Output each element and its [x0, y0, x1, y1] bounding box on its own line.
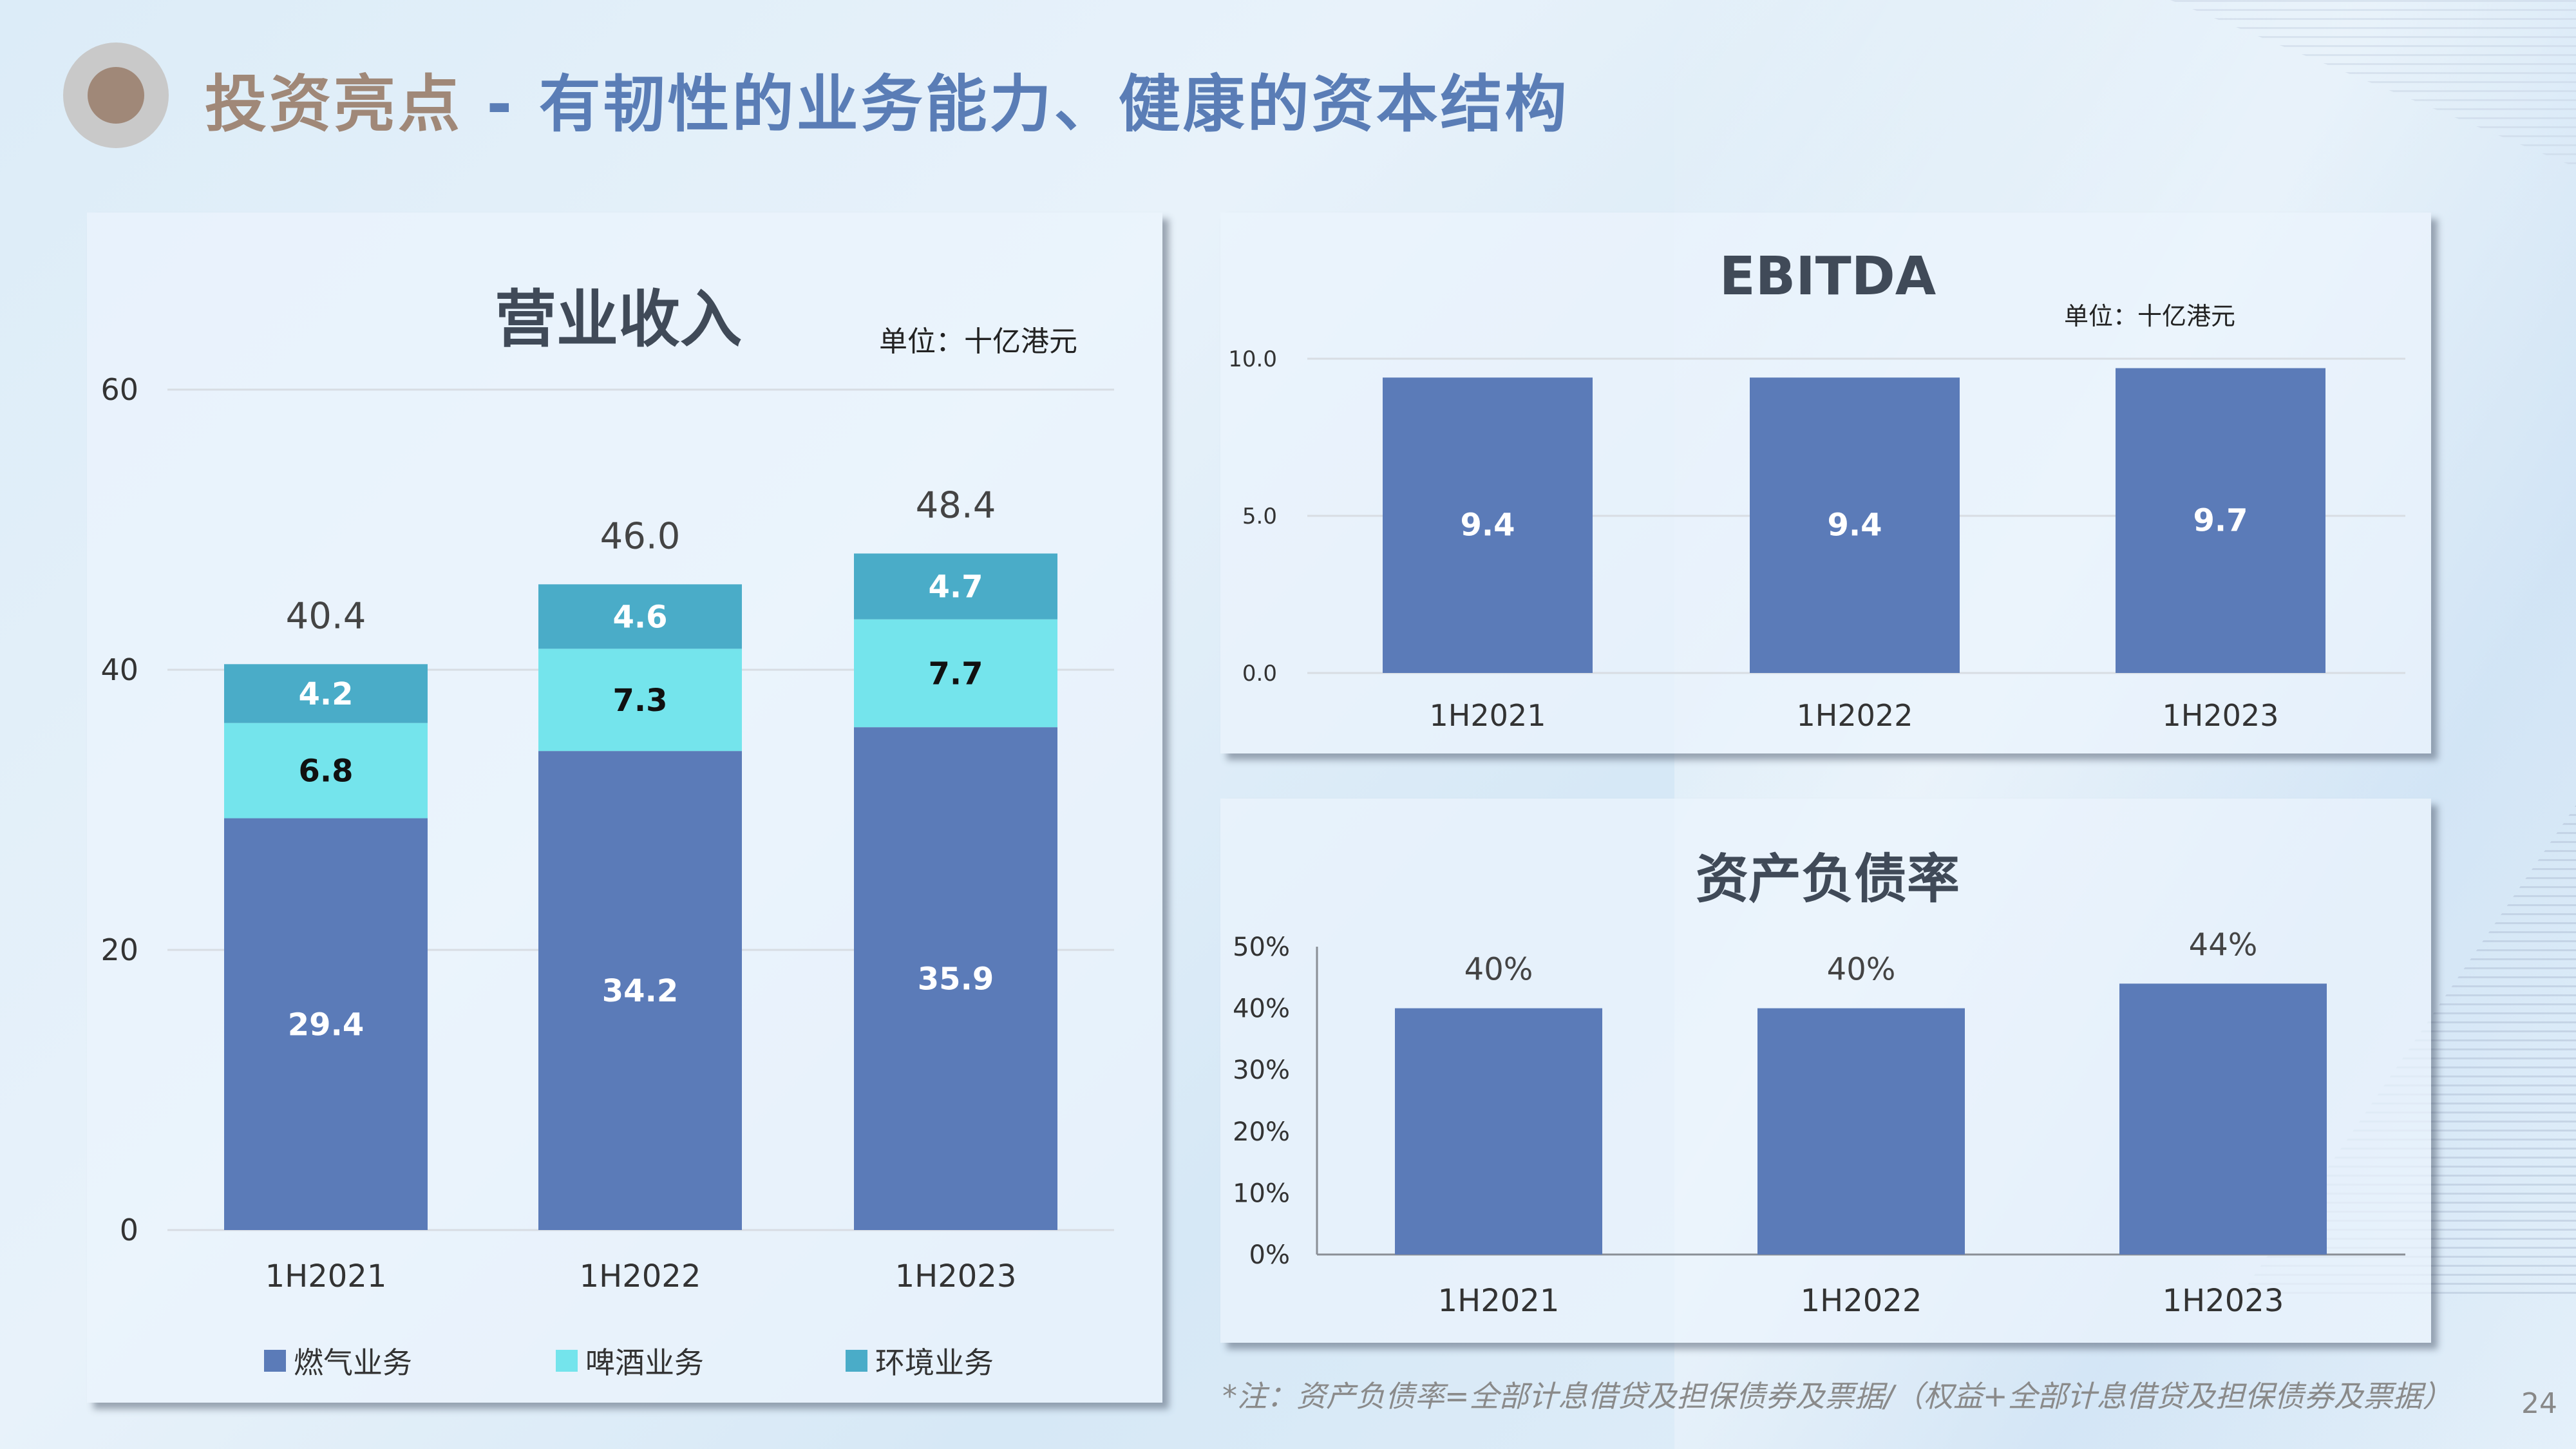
debt-ratio-y-tick: 40%: [1233, 994, 1290, 1024]
ebitda-chart-title: EBITDA: [1719, 246, 1937, 307]
revenue-bar-segment: [538, 751, 742, 1230]
revenue-data-label: 7.3: [612, 683, 667, 719]
revenue-unit-label: 单位：十亿港元: [879, 325, 1077, 358]
page-title-rest: - 有韧性的业务能力、健康的资本结构: [462, 68, 1569, 140]
ebitda-data-label: 9.7: [2193, 502, 2248, 538]
ebitda-bar: [1383, 377, 1593, 673]
revenue-bar-segment: [854, 553, 1057, 620]
debt-ratio-chart-title: 资产负债率: [1695, 849, 1960, 910]
page-title: 投资亮点 - 有韧性的业务能力、健康的资本结构: [205, 54, 1569, 144]
revenue-total-label: 46.0: [600, 515, 681, 557]
page-number: 24: [2521, 1387, 2557, 1420]
revenue-bar-segment: [538, 649, 742, 752]
ebitda-y-tick: 0.0: [1242, 661, 1277, 687]
revenue-data-label: 4.7: [928, 569, 983, 605]
debt-ratio-y-tick: 0%: [1249, 1240, 1290, 1270]
debt-ratio-x-tick: 1H2022: [1801, 1283, 1922, 1319]
debt-ratio-bar: [1395, 1008, 1602, 1255]
debt-ratio-y-tick: 50%: [1233, 933, 1290, 962]
revenue-data-label: 4.2: [298, 676, 353, 712]
revenue-x-tick: 1H2023: [895, 1258, 1017, 1294]
revenue-bar-segment: [538, 584, 742, 649]
legend-swatch-env: [846, 1350, 867, 1372]
revenue-bar-segment: [224, 723, 428, 819]
debt-ratio-y-tick: 10%: [1233, 1179, 1290, 1208]
legend-label-gas: 燃气业务: [294, 1345, 412, 1380]
revenue-data-label: 34.2: [602, 973, 678, 1009]
revenue-y-tick: 40: [100, 652, 138, 687]
revenue-y-tick: 20: [100, 933, 138, 967]
debt-ratio-y-tick: 30%: [1233, 1056, 1290, 1085]
revenue-total-label: 40.4: [286, 595, 366, 637]
page-title-highlight: 投资亮点: [205, 68, 462, 140]
ebitda-bar: [2116, 368, 2325, 673]
ebitda-bar: [1750, 377, 1960, 673]
legend-swatch-beer: [556, 1350, 578, 1372]
revenue-bar-segment: [224, 664, 428, 723]
debt-ratio-bar: [2119, 983, 2327, 1255]
revenue-legend: 燃气业务 啤酒业务 环境业务: [264, 1340, 1101, 1380]
legend-item-env: 环境业务: [846, 1340, 994, 1382]
revenue-x-tick: 1H2022: [580, 1258, 701, 1294]
revenue-data-label: 4.6: [612, 599, 667, 635]
logo-dot-icon: [88, 67, 144, 124]
ebitda-x-tick: 1H2023: [2163, 698, 2279, 733]
legend-swatch-gas: [264, 1350, 286, 1372]
revenue-x-tick: 1H2021: [265, 1258, 387, 1294]
legend-item-beer: 啤酒业务: [556, 1340, 704, 1382]
ebitda-y-tick: 5.0: [1242, 504, 1277, 529]
revenue-bar-segment: [224, 818, 428, 1230]
footnote: *注：资产负债率=全部计息借贷及担保债券及票据/（权益+全部计息借贷及担保债券及…: [1222, 1379, 2452, 1414]
debt-ratio-y-tick: 20%: [1233, 1117, 1290, 1147]
legend-item-gas: 燃气业务: [264, 1340, 412, 1382]
debt-ratio-data-label: 40%: [1464, 952, 1533, 988]
revenue-data-label: 7.7: [928, 656, 983, 692]
ebitda-x-tick: 1H2022: [1797, 698, 1913, 733]
revenue-y-tick: 60: [100, 372, 138, 407]
ebitda-unit-label: 单位：十亿港元: [2064, 302, 2236, 330]
revenue-data-label: 29.4: [288, 1007, 364, 1043]
revenue-total-label: 48.4: [916, 484, 996, 526]
ebitda-data-label: 9.4: [1827, 507, 1882, 544]
ebitda-data-label: 9.4: [1460, 507, 1515, 544]
ebitda-x-tick: 1H2021: [1430, 698, 1546, 733]
revenue-data-label: 6.8: [298, 753, 353, 790]
revenue-y-tick: 0: [120, 1213, 138, 1247]
debt-ratio-data-label: 40%: [1827, 952, 1896, 988]
ebitda-y-tick: 10.0: [1228, 346, 1277, 372]
debt-ratio-x-tick: 1H2023: [2163, 1283, 2284, 1319]
revenue-data-label: 35.9: [918, 961, 994, 998]
revenue-chart-title: 营业收入: [495, 283, 742, 355]
debt-ratio-x-tick: 1H2021: [1438, 1283, 1560, 1319]
revenue-bar-segment: [854, 619, 1057, 728]
legend-label-beer: 啤酒业务: [585, 1345, 704, 1380]
revenue-bar-segment: [854, 727, 1057, 1230]
debt-ratio-data-label: 44%: [2189, 927, 2258, 963]
legend-label-env: 环境业务: [875, 1345, 994, 1380]
debt-ratio-bar: [1757, 1008, 1965, 1255]
logo-circle-icon: [63, 43, 169, 148]
